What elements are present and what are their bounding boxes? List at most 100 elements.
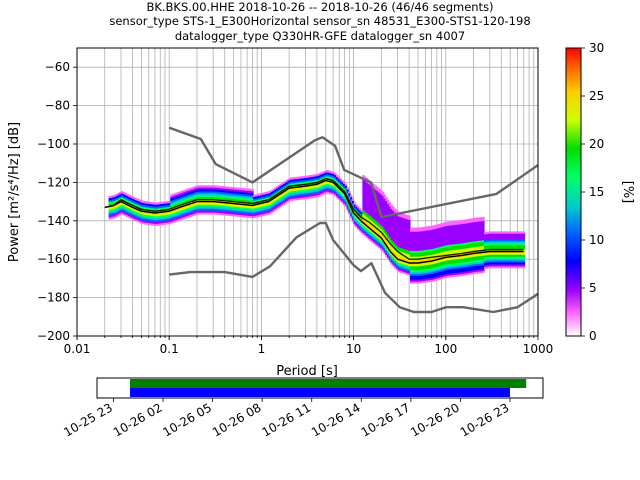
density-cell bbox=[143, 220, 147, 223]
density-cell bbox=[499, 242, 503, 246]
density-cell bbox=[496, 240, 499, 244]
density-cell bbox=[265, 193, 268, 197]
density-cell bbox=[420, 240, 423, 243]
density-cell bbox=[383, 221, 386, 224]
density-cell bbox=[436, 230, 439, 233]
density-cell bbox=[369, 186, 372, 190]
density-cell bbox=[411, 269, 415, 273]
density-cell bbox=[420, 248, 423, 251]
density-cell bbox=[305, 175, 309, 178]
density-cell bbox=[485, 239, 489, 242]
density-cell bbox=[427, 245, 430, 248]
density-cell bbox=[207, 185, 210, 188]
density-cell bbox=[413, 265, 416, 269]
density-cell bbox=[448, 252, 452, 255]
density-cell bbox=[154, 202, 157, 205]
density-cell bbox=[408, 225, 411, 228]
density-cell bbox=[320, 189, 323, 193]
density-cell bbox=[406, 259, 409, 262]
density-cell bbox=[409, 254, 413, 257]
density-cell bbox=[237, 199, 240, 202]
density-cell bbox=[379, 228, 383, 231]
density-cell bbox=[406, 224, 409, 228]
density-cell bbox=[489, 237, 492, 240]
density-cell bbox=[325, 183, 328, 186]
density-cell bbox=[429, 273, 432, 277]
density-cell bbox=[438, 233, 441, 236]
density-cell bbox=[175, 211, 178, 215]
density-cell bbox=[304, 193, 307, 196]
density-cell bbox=[293, 180, 296, 184]
density-cell bbox=[431, 242, 434, 246]
density-cell bbox=[402, 246, 406, 249]
density-cell bbox=[242, 213, 245, 216]
density-cell bbox=[179, 197, 182, 200]
density-cell bbox=[339, 181, 342, 185]
density-cell bbox=[136, 204, 140, 207]
density-cell bbox=[177, 209, 180, 212]
density-cell bbox=[388, 208, 392, 211]
density-cell bbox=[399, 270, 402, 273]
density-cell bbox=[432, 240, 436, 243]
density-cell bbox=[120, 206, 124, 209]
density-cell bbox=[337, 176, 341, 179]
density-cell bbox=[177, 216, 180, 220]
density-cell bbox=[417, 267, 420, 271]
density-cell bbox=[235, 191, 238, 194]
density-cell bbox=[226, 198, 230, 201]
series-lines bbox=[104, 126, 538, 314]
density-cell bbox=[392, 239, 395, 242]
density-cell bbox=[295, 182, 298, 185]
density-cell bbox=[127, 209, 131, 213]
density-cell bbox=[425, 274, 429, 277]
density-cell bbox=[365, 201, 369, 204]
density-cell bbox=[501, 235, 504, 238]
density-cell bbox=[388, 215, 392, 219]
density-cell bbox=[473, 244, 476, 248]
density-cell bbox=[424, 240, 427, 243]
density-cell bbox=[170, 198, 173, 201]
density-cell bbox=[362, 201, 365, 205]
density-cell bbox=[420, 267, 423, 270]
density-cell bbox=[267, 193, 270, 196]
density-cell bbox=[408, 242, 411, 245]
density-cell bbox=[448, 231, 452, 234]
density-cell bbox=[228, 209, 231, 213]
density-cell bbox=[469, 262, 473, 266]
density-cell bbox=[381, 245, 385, 248]
density-cell bbox=[383, 198, 386, 201]
density-cell bbox=[328, 172, 332, 175]
density-cell bbox=[378, 221, 381, 224]
density-cell bbox=[376, 234, 379, 238]
density-cell bbox=[462, 229, 466, 232]
density-cell bbox=[413, 229, 416, 232]
density-cell bbox=[471, 271, 475, 275]
density-cell bbox=[254, 198, 258, 201]
density-cell bbox=[357, 221, 360, 224]
density-cell bbox=[180, 202, 184, 205]
density-cell bbox=[173, 210, 177, 213]
density-cell bbox=[424, 228, 427, 231]
density-cell bbox=[392, 233, 395, 236]
density-cell bbox=[381, 243, 385, 246]
density-cell bbox=[422, 242, 425, 245]
density-cell bbox=[233, 196, 237, 200]
density-cell bbox=[228, 188, 231, 191]
density-cell bbox=[480, 240, 483, 243]
density-cell bbox=[462, 238, 466, 242]
density-cell bbox=[378, 192, 381, 195]
density-cell bbox=[274, 191, 277, 194]
density-cell bbox=[489, 241, 492, 244]
density-cell bbox=[468, 268, 471, 272]
density-cell bbox=[365, 214, 369, 217]
density-cell bbox=[385, 200, 388, 204]
density-cell bbox=[411, 281, 415, 284]
density-cell bbox=[217, 212, 221, 215]
density-cell bbox=[397, 217, 400, 221]
density-cell bbox=[110, 210, 113, 214]
density-cell bbox=[496, 235, 499, 238]
density-cell bbox=[254, 194, 258, 197]
density-cell bbox=[468, 255, 471, 258]
density-cell bbox=[383, 238, 386, 241]
density-cell bbox=[439, 223, 443, 226]
